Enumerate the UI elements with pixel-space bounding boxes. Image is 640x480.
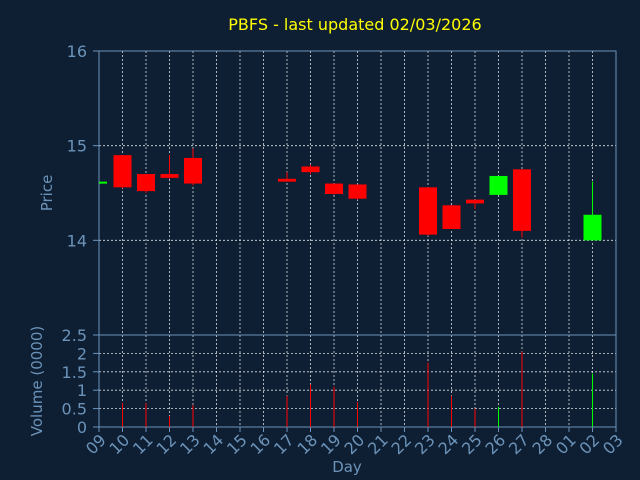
price-y-tick-label: 15: [67, 137, 87, 156]
price-y-tick-label: 16: [67, 42, 87, 61]
x-tick-label: 03: [599, 430, 627, 458]
price-axis-label: Price: [38, 175, 56, 212]
x-axis: 0910111213141516171819202122232425262728…: [82, 427, 627, 458]
candle-body: [466, 199, 484, 204]
candle-body: [113, 155, 132, 188]
volume-y-tick-label: 2.5: [62, 326, 87, 345]
candle-body: [301, 166, 320, 173]
candle-body: [583, 214, 602, 241]
candle-body: [348, 184, 367, 199]
volume-y-tick-label: 2: [77, 344, 87, 363]
price-panel: 14 15 16 Price: [38, 42, 617, 336]
volume-panel: 00.511.522.5 Volume (0000): [28, 326, 617, 437]
price-y-tick-label: 14: [67, 231, 87, 250]
x-axis-label: Day: [332, 458, 362, 476]
candle-body: [513, 169, 531, 231]
candle-body: [419, 187, 437, 235]
candle-body: [137, 174, 155, 192]
candle-body: [99, 181, 107, 184]
candle-body: [489, 175, 508, 195]
candle-body: [160, 174, 179, 178]
volume-y-tick-label: 1.5: [62, 363, 87, 382]
volume-y-tick-label: 1: [77, 381, 87, 400]
chart-title: PBFS - last updated 02/03/2026: [228, 15, 481, 34]
candle-body: [325, 183, 343, 194]
volume-y-tick-label: 0: [77, 418, 87, 437]
volume-y-tick-label: 0.5: [62, 400, 87, 419]
candle-body: [184, 157, 202, 184]
volume-axis-label: Volume (0000): [28, 326, 46, 436]
candle-body: [442, 205, 461, 229]
candle-body: [278, 178, 296, 182]
